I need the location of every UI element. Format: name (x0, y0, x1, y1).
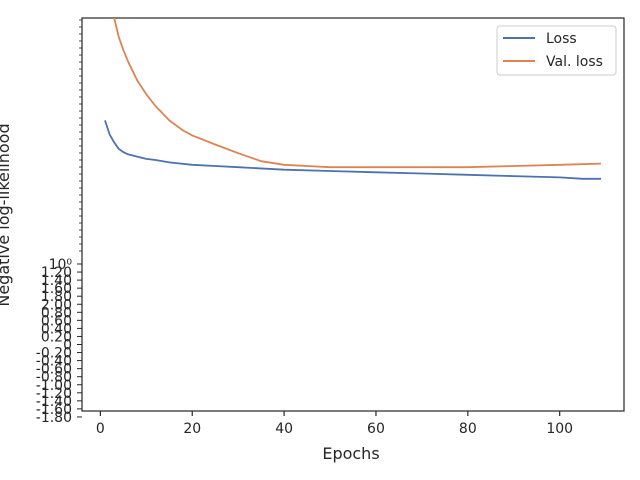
x-tick-label: 0 (96, 421, 105, 437)
y-axis-ticks: 10⁰1.201.401.601.802.000.800.600.400.200… (36, 19, 82, 426)
y-tick-label: -0.40 (36, 354, 72, 370)
x-tick-label: 80 (459, 421, 477, 437)
legend: Loss Val. loss (496, 25, 617, 76)
y-tick-label: 1.40 (41, 273, 72, 289)
series-line-loss (104, 120, 601, 180)
y-tick-label: 1.20 (41, 265, 72, 281)
x-tick-label: 60 (367, 421, 385, 437)
y-tick-label: -1.00 (36, 378, 72, 394)
y-tick-label: 0 (63, 338, 72, 354)
y-tick-label: 0.40 (41, 321, 72, 337)
series-line-val-loss (113, 18, 602, 169)
y-tick-label: -1.60 (36, 402, 72, 418)
series-layer (104, 18, 602, 180)
y-tick-label: -1.40 (36, 394, 72, 410)
x-tick-label: 100 (546, 421, 573, 437)
y-tick-label: 1.80 (41, 289, 72, 305)
legend-label-loss: Loss (546, 31, 577, 47)
plot-area (81, 17, 625, 412)
y-tick-label: 0.80 (41, 305, 72, 321)
y-tick-label: -1.20 (36, 386, 72, 402)
y-tick-label: 2.00 (41, 297, 72, 313)
y-tick-label: 1.60 (41, 281, 72, 297)
y-axis-label: Negative log-likelihood (0, 123, 13, 306)
y-tick-label: 0.20 (41, 329, 72, 345)
x-tick-label: 40 (275, 421, 293, 437)
x-tick-label: 20 (183, 421, 201, 437)
y-tick-label: -1.80 (36, 410, 72, 426)
y-tick-label: 0.60 (41, 313, 72, 329)
y-tick-label: -0.20 (36, 346, 72, 362)
y-tick-label: 10⁰ (49, 257, 73, 273)
legend-label-val-loss: Val. loss (546, 54, 603, 70)
x-axis-ticks: 0 20 40 60 80 100 (96, 411, 573, 437)
y-tick-label: -0.80 (36, 370, 72, 386)
x-axis-label: Epochs (322, 444, 379, 463)
y-tick-label: -0.60 (36, 362, 72, 378)
